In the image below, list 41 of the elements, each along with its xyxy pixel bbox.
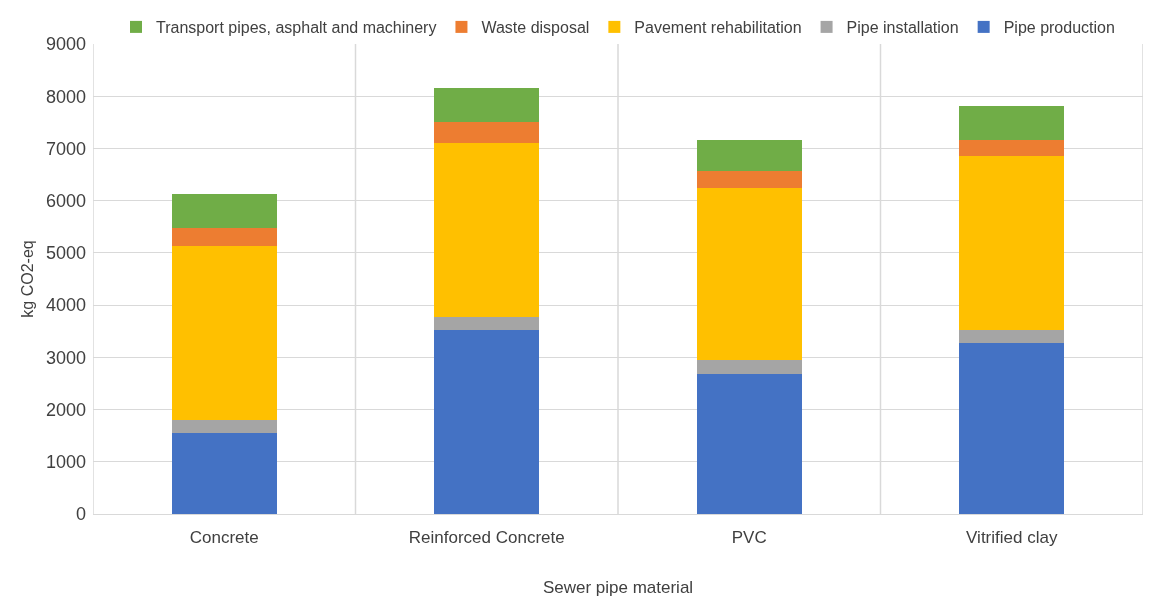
x-tick-label: Vitrified clay [966, 528, 1058, 548]
x-tick-label: Concrete [189, 528, 259, 548]
y-tick-label: 0 [75, 504, 86, 525]
bar [959, 330, 1065, 344]
legend-label: Pipe production [1003, 19, 1115, 37]
bar [171, 193, 277, 228]
bar [959, 156, 1065, 331]
y-tick-label: 4000 [45, 295, 86, 316]
y-tick-label: 8000 [45, 86, 86, 107]
x-tick-label: Reinforced Concrete [408, 528, 565, 548]
bar [434, 87, 540, 123]
legend-label: Pipe installation [846, 19, 959, 37]
bar [171, 227, 277, 247]
bar [959, 343, 1065, 514]
bar [696, 171, 802, 188]
bar [434, 122, 540, 143]
bar [696, 187, 802, 361]
y-tick-label: 2000 [45, 399, 86, 420]
y-axis-title: kg CO2-eq [18, 240, 36, 318]
bar [959, 105, 1065, 140]
x-axis-title: Sewer pipe material [542, 577, 694, 597]
bar [696, 360, 802, 374]
y-tick-label: 9000 [45, 34, 86, 55]
bar [959, 139, 1065, 157]
bar [434, 329, 540, 514]
y-tick-label: 7000 [45, 138, 86, 159]
bar [696, 139, 802, 172]
legend-label: Transport pipes, asphalt and machinery [156, 19, 437, 37]
y-tick-label: 1000 [45, 452, 86, 473]
y-tick-label: 6000 [45, 190, 86, 211]
bar [434, 142, 540, 317]
y-tick-label: 5000 [45, 243, 86, 264]
bar [171, 246, 277, 420]
x-tick-label: PVC [731, 528, 767, 548]
bar [696, 373, 802, 514]
bar [171, 433, 277, 514]
bar [171, 420, 277, 434]
legend-label: Waste disposal [481, 19, 590, 37]
legend-label: Pavement rehabilitation [634, 19, 802, 37]
y-tick-label: 3000 [45, 347, 86, 368]
bar [434, 316, 540, 330]
